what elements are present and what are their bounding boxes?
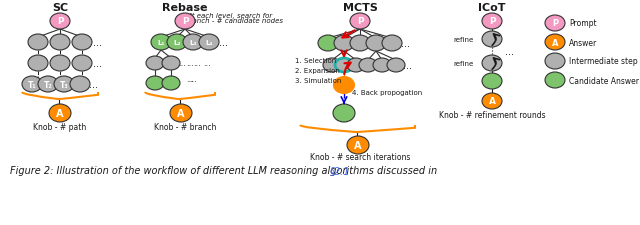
Ellipse shape xyxy=(382,36,402,52)
Text: P: P xyxy=(356,17,364,26)
Ellipse shape xyxy=(183,35,203,51)
Ellipse shape xyxy=(50,56,70,72)
Text: Knob - # path: Knob - # path xyxy=(33,122,86,131)
Text: T₂: T₂ xyxy=(44,80,52,89)
Text: P: P xyxy=(489,17,495,26)
Ellipse shape xyxy=(347,136,369,154)
Text: Candidate Answer: Candidate Answer xyxy=(569,76,639,85)
Text: A: A xyxy=(488,97,495,106)
Ellipse shape xyxy=(175,14,195,30)
Text: ...: ... xyxy=(93,59,102,69)
Ellipse shape xyxy=(28,56,48,72)
Ellipse shape xyxy=(22,77,42,93)
Ellipse shape xyxy=(72,56,92,72)
Ellipse shape xyxy=(323,59,341,73)
Text: ...: ... xyxy=(193,59,201,68)
Text: ...: ... xyxy=(186,59,194,68)
Ellipse shape xyxy=(482,74,502,90)
Ellipse shape xyxy=(366,36,386,52)
Ellipse shape xyxy=(162,77,180,91)
Text: P: P xyxy=(182,17,188,26)
Text: L₄: L₄ xyxy=(205,40,212,46)
Ellipse shape xyxy=(347,59,365,73)
Ellipse shape xyxy=(350,36,370,52)
Text: ...: ... xyxy=(401,39,410,49)
Ellipse shape xyxy=(545,54,565,70)
Ellipse shape xyxy=(387,59,405,73)
Ellipse shape xyxy=(70,77,90,93)
Ellipse shape xyxy=(54,77,74,93)
Ellipse shape xyxy=(28,35,48,51)
Text: Intermediate step: Intermediate step xyxy=(569,57,637,66)
Text: L₂: L₂ xyxy=(173,40,180,46)
Text: Prompt: Prompt xyxy=(569,19,596,28)
Ellipse shape xyxy=(334,36,354,52)
Text: A: A xyxy=(177,108,185,119)
Ellipse shape xyxy=(167,35,187,51)
Ellipse shape xyxy=(359,59,377,73)
Text: At each level, search for: At each level, search for xyxy=(188,13,273,19)
Ellipse shape xyxy=(162,57,180,71)
Ellipse shape xyxy=(482,14,502,30)
Text: SC: SC xyxy=(52,3,68,13)
Text: ...: ... xyxy=(93,38,102,48)
Ellipse shape xyxy=(49,105,71,122)
Text: §2.1: §2.1 xyxy=(330,165,350,175)
Text: L₃: L₃ xyxy=(189,40,196,46)
Text: ...: ... xyxy=(506,47,515,57)
Text: Knob - # branch: Knob - # branch xyxy=(154,122,216,131)
Ellipse shape xyxy=(350,14,370,30)
Text: A: A xyxy=(56,108,64,119)
Text: 4. Back propogation: 4. Back propogation xyxy=(352,90,422,96)
Text: T₃: T₃ xyxy=(60,80,68,89)
Text: ...: ... xyxy=(203,59,211,68)
Text: # branch - # candidate nodes: # branch - # candidate nodes xyxy=(177,18,283,24)
Ellipse shape xyxy=(373,59,391,73)
Ellipse shape xyxy=(333,105,355,122)
Text: 1. Selection: 1. Selection xyxy=(295,58,336,64)
Ellipse shape xyxy=(50,14,70,30)
Ellipse shape xyxy=(335,59,353,73)
Ellipse shape xyxy=(72,35,92,51)
Text: 2. Expansion: 2. Expansion xyxy=(295,68,340,74)
Ellipse shape xyxy=(146,77,164,91)
Text: MCTS: MCTS xyxy=(342,3,378,13)
Text: L₁: L₁ xyxy=(157,40,164,46)
Ellipse shape xyxy=(50,35,70,51)
Text: ...: ... xyxy=(403,61,413,71)
Text: ...: ... xyxy=(218,38,227,48)
Ellipse shape xyxy=(482,32,502,48)
Ellipse shape xyxy=(318,36,338,52)
Text: Figure 2: Illustration of the workflow of different LLM reasoning algorithms dis: Figure 2: Illustration of the workflow o… xyxy=(10,165,440,175)
Ellipse shape xyxy=(334,78,354,94)
Text: ...: ... xyxy=(186,74,194,83)
Text: A: A xyxy=(355,140,362,150)
Text: Rebase: Rebase xyxy=(163,3,208,13)
Text: 3. Simulation: 3. Simulation xyxy=(295,78,341,84)
Ellipse shape xyxy=(482,56,502,72)
Text: A: A xyxy=(552,38,558,47)
Text: ...: ... xyxy=(88,80,97,90)
Ellipse shape xyxy=(199,35,219,51)
Text: ICoT: ICoT xyxy=(478,3,506,13)
Text: P: P xyxy=(552,19,558,28)
Ellipse shape xyxy=(146,57,164,71)
Text: refine: refine xyxy=(454,61,474,67)
Ellipse shape xyxy=(545,16,565,32)
Ellipse shape xyxy=(545,73,565,89)
Text: P: P xyxy=(57,17,63,26)
Ellipse shape xyxy=(482,94,502,110)
Text: T₁: T₁ xyxy=(28,80,36,89)
Ellipse shape xyxy=(151,35,171,51)
Text: ...: ... xyxy=(189,74,197,83)
Ellipse shape xyxy=(38,77,58,93)
Ellipse shape xyxy=(170,105,192,122)
Ellipse shape xyxy=(545,35,565,51)
Text: Answer: Answer xyxy=(569,38,597,47)
Text: Knob - # refinement rounds: Knob - # refinement rounds xyxy=(438,111,545,120)
Text: Knob - # search iterations: Knob - # search iterations xyxy=(310,153,410,162)
Text: refine: refine xyxy=(454,37,474,43)
Text: ...: ... xyxy=(178,59,186,68)
